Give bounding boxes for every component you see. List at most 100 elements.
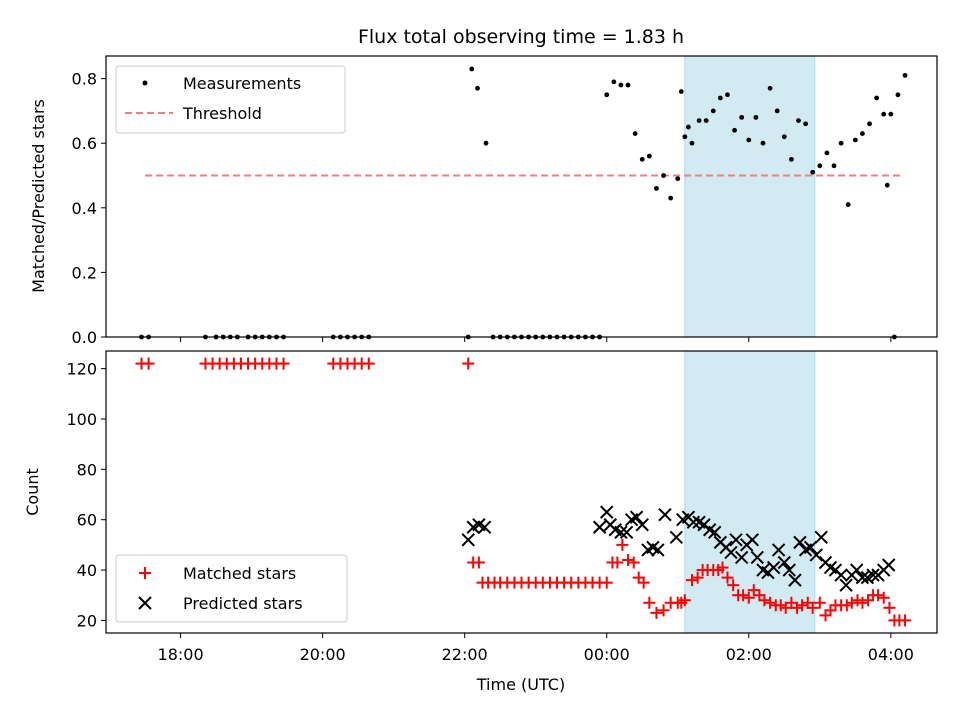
matched-star-point xyxy=(727,579,740,592)
measurement-point xyxy=(760,140,766,146)
top-legend: Measurements Threshold xyxy=(115,65,346,134)
top-panel: 0.00.20.40.60.8 Matched/Predicted stars … xyxy=(29,55,938,347)
y-tick-label: 40 xyxy=(77,561,97,580)
matched-star-point xyxy=(742,591,755,604)
x-tick-label: 04:00 xyxy=(868,645,914,664)
predicted-star-point xyxy=(461,533,475,547)
matched-star-point xyxy=(622,553,635,566)
measurements-legend-label: Measurements xyxy=(183,74,301,93)
predicted-star-point xyxy=(745,533,760,547)
matched-star-point xyxy=(721,571,734,584)
measurement-point xyxy=(611,79,617,85)
measurement-point xyxy=(753,114,759,120)
measurement-point xyxy=(881,111,887,117)
predicted-star-point xyxy=(814,530,828,545)
measurement-point xyxy=(860,131,865,136)
count-points xyxy=(135,357,912,627)
predicted-star-point xyxy=(686,515,701,529)
measurement-point xyxy=(796,118,801,123)
predicted-star-point xyxy=(855,570,870,585)
measurement-point xyxy=(675,176,681,182)
measurement-point xyxy=(625,82,631,88)
predicted-star-point xyxy=(750,550,765,565)
measurement-point xyxy=(686,124,691,130)
y-tick-label: 60 xyxy=(77,511,97,530)
measurement-point xyxy=(469,66,475,72)
predicted-star-point xyxy=(729,533,743,547)
measurement-point xyxy=(824,150,830,156)
y-tick-label: 0.6 xyxy=(72,134,97,153)
matched-star-point xyxy=(142,357,155,370)
top-legend-box xyxy=(115,65,346,134)
predicted-star-point xyxy=(592,520,607,534)
measurement-point xyxy=(646,153,652,159)
measurements-legend-marker xyxy=(142,80,148,86)
bottom-y-axis-label: Count xyxy=(23,468,42,516)
matched-star-point xyxy=(747,584,760,597)
matched-star-point xyxy=(657,604,670,617)
predicted-star-point xyxy=(734,550,749,565)
matched-star-point xyxy=(462,357,475,370)
measurement-point xyxy=(696,118,702,123)
predicted-star-point xyxy=(834,568,848,582)
predicted-star-point xyxy=(881,558,896,572)
y-tick-label: 100 xyxy=(66,410,97,429)
matched-star-point xyxy=(472,556,485,569)
bottom-legend: Matched stars Predicted stars xyxy=(115,554,348,623)
matched-star-point xyxy=(611,556,624,569)
measurement-point xyxy=(884,182,890,188)
matched-star-point xyxy=(637,576,650,589)
measurement-point xyxy=(867,121,872,127)
matched-legend-marker xyxy=(139,567,151,579)
predicted-star-point xyxy=(477,520,492,534)
top-shaded-interval xyxy=(684,55,816,338)
predicted-star-point xyxy=(866,568,880,582)
top-x-ticks xyxy=(180,337,892,342)
measurement-point xyxy=(739,114,745,120)
measurement-point xyxy=(703,118,709,123)
measurement-point xyxy=(810,169,816,175)
predicted-star-point xyxy=(839,578,853,592)
predicted-star-point xyxy=(658,507,672,522)
x-axis-label: Time (UTC) xyxy=(476,675,565,694)
predicted-star-point xyxy=(777,555,792,570)
predicted-star-point xyxy=(614,525,628,539)
predicted-legend-marker xyxy=(138,596,152,610)
matched-star-point xyxy=(691,571,704,584)
predicted-star-point xyxy=(635,518,649,532)
measurement-point xyxy=(618,82,624,88)
predicted-star-point xyxy=(629,510,644,524)
measurement-point xyxy=(746,137,752,143)
matched-legend-label: Matched stars xyxy=(183,564,296,583)
measurement-point xyxy=(852,137,858,143)
chart-title: Flux total observing time = 1.83 h xyxy=(358,26,684,48)
predicted-legend-label: Predicted stars xyxy=(183,594,303,613)
measurement-point xyxy=(774,108,780,114)
x-tick-label: 18:00 xyxy=(158,645,204,664)
measurement-point xyxy=(689,140,695,146)
measurement-point xyxy=(661,173,666,178)
measurement-point xyxy=(838,140,844,146)
measurement-point xyxy=(888,111,894,117)
matched-star-point xyxy=(872,589,885,602)
matched-star-point xyxy=(856,596,869,609)
matched-star-point xyxy=(277,357,290,370)
matched-star-point xyxy=(737,589,750,602)
matched-star-point xyxy=(785,596,798,609)
bottom-y-ticks: 20 40 60 80 100 120 xyxy=(66,360,106,630)
measurement-point xyxy=(725,92,730,98)
predicted-star-point xyxy=(803,540,818,555)
measurement-point xyxy=(817,163,823,169)
predicted-star-point xyxy=(669,530,684,545)
matched-star-point xyxy=(716,561,729,574)
top-y-ticks: 0.0 0.2 0.4 0.6 0.8 xyxy=(72,70,106,347)
y-tick-label: 0.2 xyxy=(72,263,97,282)
y-tick-label: 0.0 xyxy=(72,328,97,347)
predicted-star-point xyxy=(600,505,614,519)
matched-star-point xyxy=(883,601,896,614)
bottom-shaded-interval xyxy=(684,350,816,634)
x-tick-label: 02:00 xyxy=(726,645,772,664)
y-tick-label: 20 xyxy=(77,611,97,630)
matched-star-point xyxy=(627,556,640,569)
measurement-point xyxy=(654,186,659,191)
